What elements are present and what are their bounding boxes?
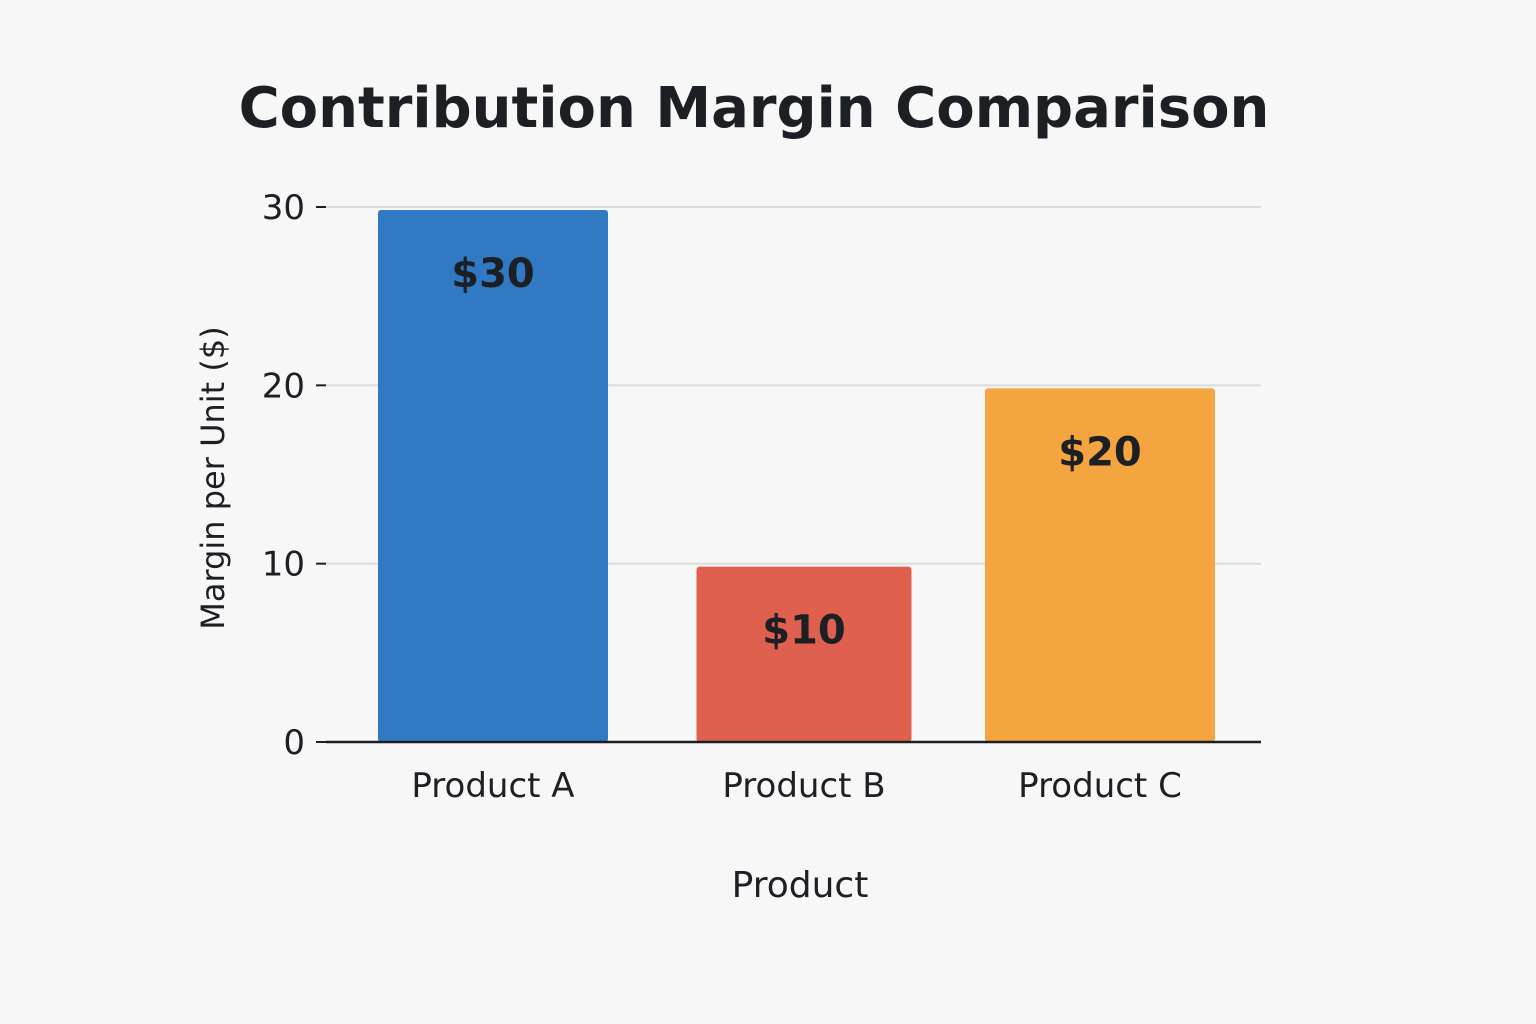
- x-axis: Product A Product B Product C: [411, 766, 1181, 806]
- data-label: $20: [1058, 429, 1142, 475]
- x-tick-label: Product C: [1018, 766, 1182, 806]
- y-tick-label: 20: [262, 366, 305, 406]
- bars: [378, 210, 1215, 742]
- bar-product-c: [985, 388, 1215, 742]
- y-tick-label: 30: [262, 188, 305, 228]
- bar-product-b: [696, 566, 912, 742]
- y-axis: 0 10 20 30: [262, 188, 326, 763]
- x-axis-title: Product: [732, 865, 869, 906]
- y-tick-label: 10: [262, 545, 305, 585]
- x-tick-label: Product A: [411, 766, 574, 806]
- x-tick-label: Product B: [722, 766, 885, 806]
- bar-product-a: [378, 210, 608, 742]
- chart-title: Contribution Margin Comparison: [239, 76, 1270, 141]
- y-axis-title: Margin per Unit ($): [194, 326, 232, 629]
- y-tick-label: 0: [283, 723, 305, 763]
- data-label: $30: [451, 251, 535, 297]
- data-label: $10: [762, 608, 846, 654]
- data-labels: $30 $10 $20: [451, 251, 1142, 654]
